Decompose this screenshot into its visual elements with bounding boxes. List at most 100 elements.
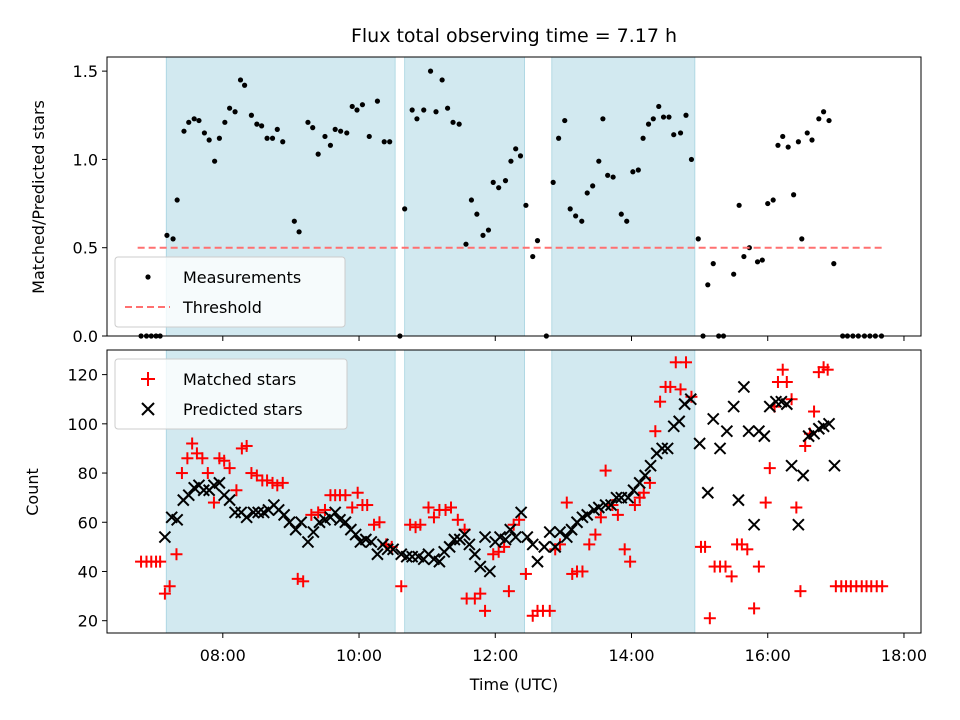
predicted-star-point: [727, 400, 740, 413]
matched-star-point: [223, 462, 236, 475]
predicted-star-point: [693, 437, 706, 450]
observing-window-band: [404, 56, 525, 337]
measurement-point: [759, 257, 765, 263]
matched-star-point: [305, 508, 318, 521]
matched-star-point: [618, 543, 631, 556]
measurement-point: [791, 192, 797, 198]
predicted-star-point: [610, 491, 623, 504]
measurement-point: [206, 137, 212, 143]
predicted-star-point: [701, 486, 715, 499]
predicted-star-point: [307, 525, 320, 539]
predicted-star-point: [158, 530, 172, 544]
legend-measurements-marker: [145, 274, 151, 280]
measurement-point: [502, 178, 509, 184]
predicted-star-point: [758, 429, 771, 443]
x-tick-label: 18:00: [881, 646, 927, 665]
matched-star-point: [444, 501, 457, 514]
predicted-star-point: [565, 523, 578, 536]
predicted-star-point: [599, 498, 612, 512]
measurement-point: [513, 146, 519, 152]
predicted-star-point: [381, 543, 394, 556]
measurement-point: [485, 227, 492, 233]
matched-star-point: [395, 580, 408, 593]
predicted-star-point: [780, 397, 794, 411]
measurement-point: [550, 179, 556, 185]
measurement-point: [296, 229, 302, 235]
predicted-star-point: [644, 459, 657, 472]
matched-star-point: [759, 496, 772, 509]
y-tick-label: 80: [78, 464, 98, 483]
measurement-point: [310, 125, 316, 131]
measurement-point: [573, 213, 579, 219]
matched-star-point: [291, 572, 304, 585]
y-tick-label: 0.5: [73, 239, 98, 258]
measurement-point: [374, 98, 381, 104]
matched-star-point: [474, 587, 487, 600]
matched-star-point: [339, 489, 352, 502]
matched-star-point: [368, 518, 381, 531]
measurement-point: [332, 126, 338, 132]
observing-window-band: [551, 56, 696, 337]
measurement-point: [305, 119, 311, 125]
measurement-point: [523, 202, 529, 208]
matched-star-point: [790, 501, 803, 514]
measurement-point: [474, 211, 480, 217]
predicted-star-point: [742, 425, 755, 438]
ratio-legend: Measurements Threshold: [114, 256, 346, 328]
measurement-point: [439, 77, 445, 83]
matched-star-point: [543, 604, 556, 617]
measurement-point: [736, 202, 742, 208]
measurement-point: [254, 121, 260, 127]
predicted-star-point: [433, 555, 446, 568]
matched-star-point: [794, 585, 807, 598]
y-tick-label: 120: [67, 366, 98, 385]
predicted-star-point: [349, 528, 362, 541]
measurement-point: [517, 153, 524, 159]
measurement-point: [666, 114, 672, 120]
measurement-point: [799, 236, 805, 242]
matched-star-point: [703, 612, 716, 625]
matched-star-point: [594, 511, 607, 524]
matched-star-point: [719, 560, 732, 573]
matched-star-point: [196, 452, 209, 465]
matched-star-point: [669, 356, 682, 369]
measurement-point: [584, 190, 590, 196]
measurement-point: [562, 117, 568, 124]
matched-star-point: [271, 479, 284, 492]
count-axes-frame: [106, 349, 922, 634]
matched-star-point: [218, 454, 231, 467]
measurement-point: [705, 282, 711, 288]
matched-star-point: [624, 555, 637, 568]
predicted-star-point: [213, 476, 226, 490]
matched-star-point: [207, 496, 220, 509]
measurement-point: [804, 130, 810, 136]
matched-star-point: [346, 501, 359, 514]
ratio-legend-box: [114, 256, 346, 328]
predicted-star-point: [822, 417, 836, 431]
predicted-star-point: [526, 538, 539, 551]
matched-star-point: [427, 511, 440, 524]
y-tick-label: 60: [78, 513, 98, 532]
matched-star-point: [351, 486, 364, 499]
measurement-point: [174, 197, 180, 203]
predicted-star-point: [538, 540, 551, 554]
matched-star-point: [479, 604, 492, 617]
matched-star-point: [245, 467, 258, 480]
matched-star-point: [752, 560, 765, 573]
y-tick-label: 40: [78, 562, 98, 581]
predicted-star-point: [463, 538, 476, 551]
matched-star-point: [654, 395, 667, 408]
measurement-point: [640, 135, 646, 141]
matched-star-point: [664, 380, 677, 393]
predicted-star-point: [796, 469, 810, 482]
predicted-star-point: [581, 508, 594, 522]
predicted-star-point: [301, 535, 315, 549]
predicted-star-point: [509, 530, 522, 544]
measurement-point: [463, 241, 469, 247]
measurement-point: [618, 211, 624, 217]
matched-star-point: [553, 538, 566, 551]
measurement-point: [191, 116, 197, 122]
matched-star-point: [725, 570, 738, 583]
predicted-star-point: [828, 459, 841, 472]
x-tick-label: 10:00: [336, 646, 382, 665]
